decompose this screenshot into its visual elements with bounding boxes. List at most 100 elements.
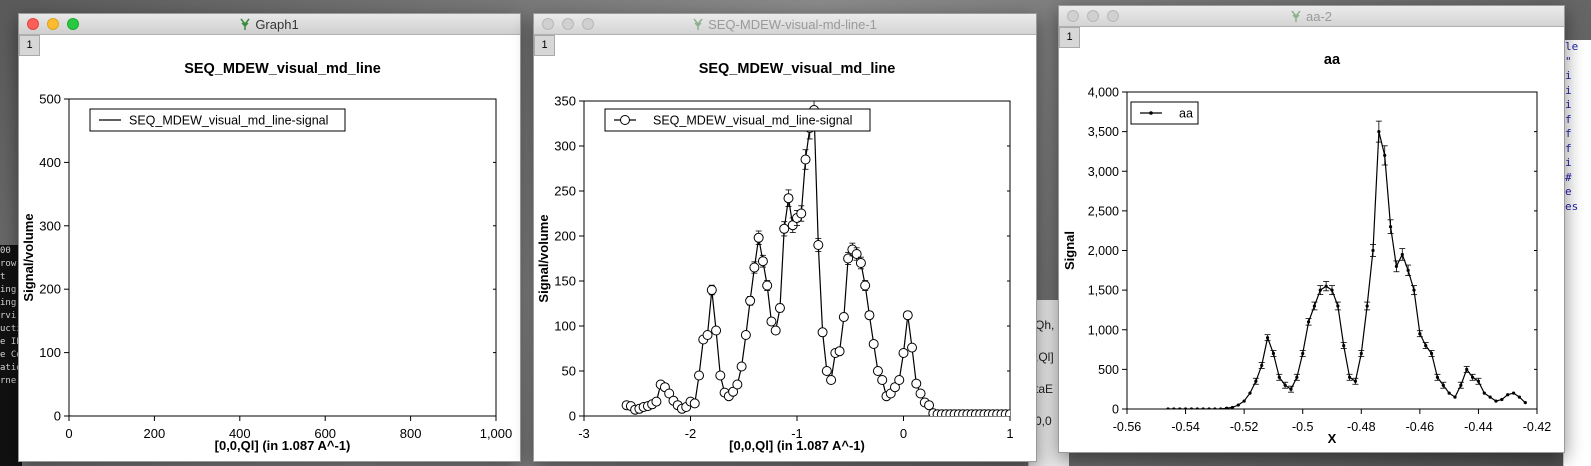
close-button[interactable] <box>1067 10 1079 22</box>
data-point <box>1459 383 1463 387</box>
minimize-button[interactable] <box>562 18 574 30</box>
y-tick-label: 500 <box>1098 363 1119 377</box>
x-tick-label: -0.5 <box>1292 420 1314 434</box>
close-button[interactable] <box>27 18 39 30</box>
window-titlebar[interactable]: SEQ-MDEW-visual-md-line-1 <box>534 14 1036 35</box>
minimize-button[interactable] <box>1087 10 1099 22</box>
series-line <box>1168 131 1526 409</box>
layer-tab[interactable]: 1 <box>1059 27 1080 48</box>
data-point <box>817 327 828 338</box>
editor-line: f <box>1565 141 1572 155</box>
plot-frame <box>1126 91 1538 410</box>
data-point <box>800 154 811 165</box>
data-point <box>1283 383 1287 387</box>
zoom-button[interactable] <box>1107 10 1119 22</box>
chart-title: SEQ_MDEW_visual_md_line <box>699 61 896 77</box>
x-tick-label: 0 <box>900 426 907 441</box>
layer-tab[interactable]: 1 <box>534 35 555 56</box>
data-point <box>1254 379 1258 383</box>
data-point <box>1412 288 1416 292</box>
graph-window-aa-2[interactable]: aa-2 1 aa 0 500 1,000 1,500 2,000 2,500 3,000 3,… <box>1058 5 1565 453</box>
data-point <box>1383 153 1387 157</box>
data-point <box>702 330 713 340</box>
y-tick-label: 1,500 <box>1088 284 1119 298</box>
data-point <box>796 208 807 219</box>
plot-area[interactable]: SEQ_MDEW_visual_md_line 0 50 100 150 200 250 30… <box>534 35 1036 461</box>
data-point <box>924 400 935 411</box>
data-point <box>838 312 849 322</box>
data-point <box>902 310 913 321</box>
legend-marker <box>1149 111 1153 115</box>
legend-marker <box>620 115 630 125</box>
data-point <box>911 378 922 389</box>
x-tick-label: -0.52 <box>1230 420 1259 434</box>
y-tick-label: 150 <box>554 274 576 289</box>
layer-tab[interactable]: 1 <box>19 35 40 56</box>
data-point <box>1435 375 1440 379</box>
data-point <box>1488 395 1492 399</box>
data-point <box>860 280 871 291</box>
x-tick-label: -0.44 <box>1464 420 1493 434</box>
chart-md-line-1[interactable]: SEQ_MDEW_visual_md_line 0 50 100 150 200 250 30… <box>534 35 1036 461</box>
x-tick-label: 600 <box>314 426 336 441</box>
data-point <box>1394 264 1399 268</box>
data-point <box>1301 351 1305 356</box>
layer-tab-label: 1 <box>1066 31 1073 43</box>
plot-frame <box>68 98 497 417</box>
data-point <box>1406 268 1410 272</box>
legend-label: SEQ_MDEW_visual_md_line-signal <box>653 114 852 128</box>
data-point <box>664 388 675 399</box>
data-point <box>1219 407 1223 409</box>
terminal-line: ing <box>0 298 17 308</box>
data-point <box>1470 375 1475 379</box>
data-point <box>715 370 726 381</box>
y-tick-label: 500 <box>39 92 61 107</box>
x-axis-label: [0,0,Ql] (in 1.087 A^-1) <box>215 438 351 453</box>
data-point <box>843 253 854 264</box>
data-point <box>694 370 705 381</box>
window-titlebar[interactable]: Graph1 <box>19 14 520 35</box>
data-point <box>855 258 866 268</box>
y-axis-label: Signal <box>1062 231 1077 270</box>
y-tick-label: 350 <box>554 94 576 109</box>
graph-window-md-line-1[interactable]: SEQ-MDEW-visual-md-line-1 1 SEQ_MDEW_vis… <box>533 13 1037 462</box>
x-tick-label: 400 <box>229 426 251 441</box>
data-point <box>732 379 743 390</box>
mantid-app-icon <box>1291 10 1301 22</box>
data-point <box>851 249 862 259</box>
data-point <box>834 346 845 357</box>
y-tick-label: 250 <box>554 184 576 199</box>
data-point <box>753 232 764 243</box>
chart-graph1[interactable]: SEQ_MDEW_visual_md_line 0 100 200 300 400 500 0… <box>19 35 520 461</box>
background-window-text: taE <box>1035 382 1054 396</box>
minimize-button[interactable] <box>47 18 59 30</box>
y-tick-label: 0 <box>1112 403 1119 417</box>
data-point <box>1400 252 1404 257</box>
data-point <box>1166 407 1170 409</box>
series-line <box>626 109 1010 415</box>
window-titlebar[interactable]: aa-2 <box>1059 6 1564 27</box>
chart-title: aa <box>1324 52 1341 68</box>
data-point <box>762 280 773 291</box>
window-title: Graph1 <box>19 17 520 32</box>
terminal-line: e IP <box>0 337 22 347</box>
data-point <box>1195 407 1199 409</box>
close-button[interactable] <box>542 18 554 30</box>
legend-box <box>604 108 871 132</box>
terminal-line: t <box>0 272 6 282</box>
zoom-button[interactable] <box>67 18 79 30</box>
chart-aa[interactable]: aa 0 500 1,000 1,500 2,000 2,500 3,000 3,500 4,00… <box>1059 27 1564 452</box>
legend-label: aa <box>1179 107 1193 121</box>
plot-area[interactable]: SEQ_MDEW_visual_md_line 0 100 200 300 400 500 0… <box>19 35 520 461</box>
plot-area[interactable]: aa 0 500 1,000 1,500 2,000 2,500 3,000 3,500 4,00… <box>1059 27 1564 452</box>
x-tick-label: -3 <box>578 426 590 441</box>
x-tick-label: 200 <box>144 426 166 441</box>
data-point <box>1336 304 1340 308</box>
data-point <box>1359 351 1363 356</box>
data-point <box>1424 344 1428 348</box>
data-point <box>783 193 794 204</box>
x-axis-label: [0,0,Ql] (in 1.087 A^-1) <box>729 438 865 453</box>
graph-window-graph1[interactable]: Graph1 1 SEQ_MDEW_visual_md_line 0 100 200 3… <box>18 13 521 462</box>
zoom-button[interactable] <box>582 18 594 30</box>
data-point <box>1224 406 1229 409</box>
